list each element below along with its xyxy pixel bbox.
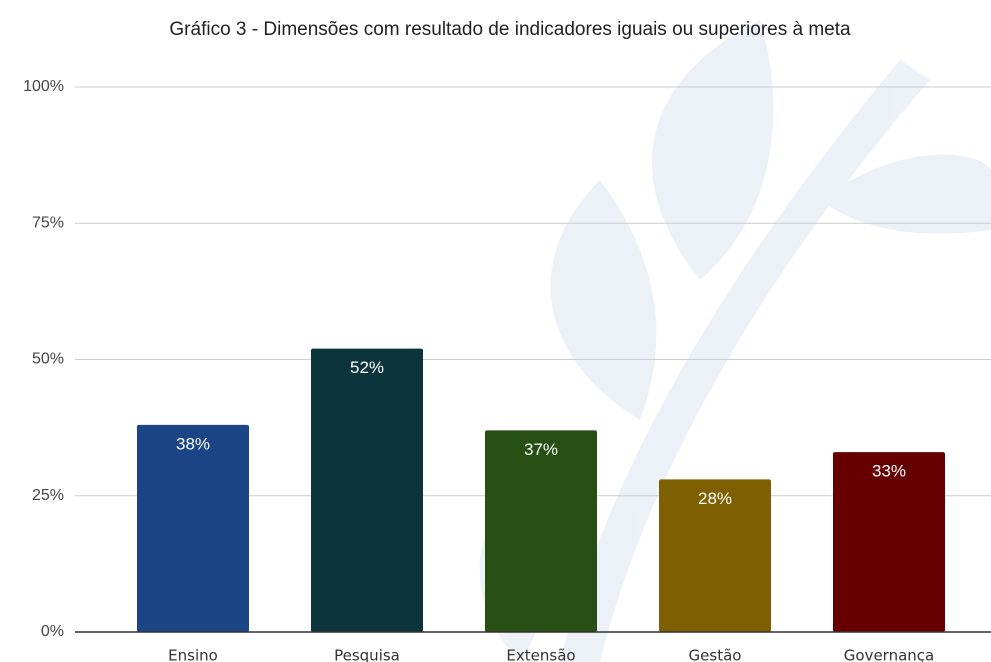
x-tick-label: Pesquisa xyxy=(334,647,400,662)
chart: Gráfico 3 - Dimensões com resultado de i… xyxy=(0,0,991,662)
x-tick-label: Extensão xyxy=(506,647,575,662)
x-tick-label: Ensino xyxy=(168,647,218,662)
y-tick-label: 25% xyxy=(32,487,64,504)
y-tick-label: 0% xyxy=(41,623,64,640)
bar xyxy=(311,349,423,632)
chart-title: Gráfico 3 - Dimensões com resultado de i… xyxy=(169,19,851,40)
x-tick-label: Gestão xyxy=(689,647,742,662)
bar xyxy=(137,425,249,632)
bar xyxy=(485,430,597,632)
value-label: 52% xyxy=(350,358,384,377)
y-tick-label: 50% xyxy=(32,351,64,368)
x-tick-label: Governança xyxy=(844,647,934,662)
y-tick-label: 75% xyxy=(32,214,64,231)
value-label: 38% xyxy=(176,434,210,453)
y-tick-label: 100% xyxy=(23,78,64,95)
value-label: 33% xyxy=(872,462,906,481)
value-label: 28% xyxy=(698,489,732,508)
value-label: 37% xyxy=(524,440,558,459)
